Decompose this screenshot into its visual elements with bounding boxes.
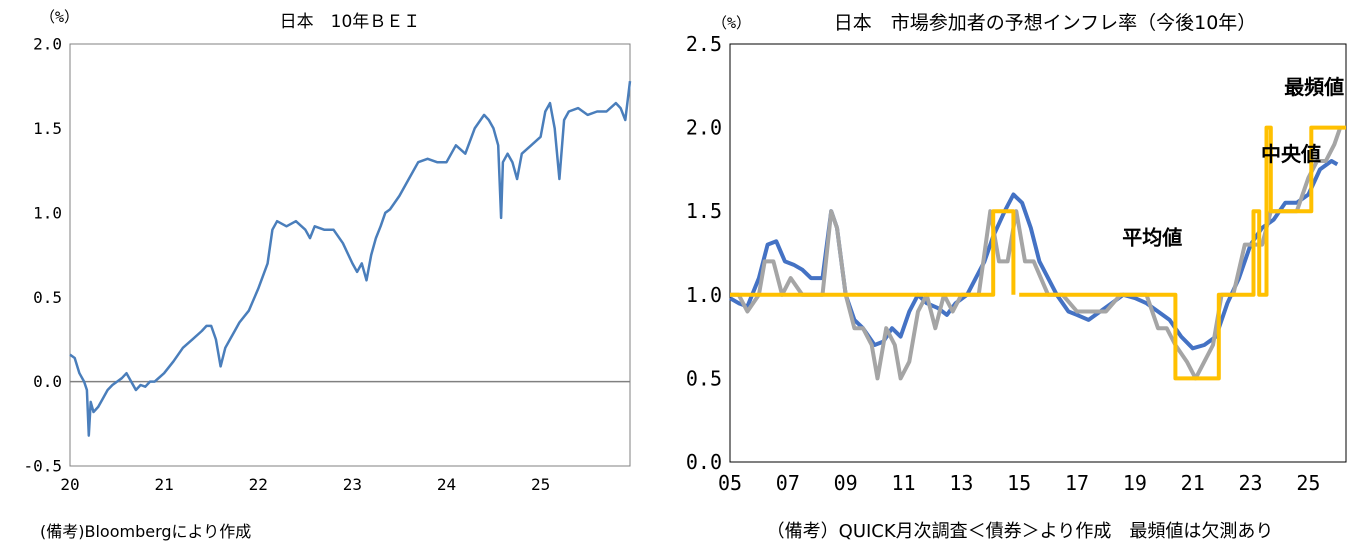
- right-x-tick-label: 13: [949, 471, 973, 495]
- right-series-line-3: [1019, 125, 1346, 381]
- left-y-tick-label: -0.5: [23, 457, 62, 476]
- left-y-tick-label: 2.0: [33, 35, 62, 54]
- left-y-tick-label: 0.5: [33, 288, 62, 307]
- right-x-tick-label: 21: [1181, 471, 1205, 495]
- left-x-axis: 20 21 22 23 24 25: [60, 475, 550, 494]
- left-y-axis: -0.5 0.0 0.5 1.0 1.5 2.0: [23, 35, 62, 476]
- right-chart-inflation-expectations: 日本 市場参加者の予想インフレ率（今後10年） （%） 0.0 0.5 1.0 1.5…: [686, 12, 1347, 542]
- right-chart-title: 日本 市場参加者の予想インフレ率（今後10年）: [834, 12, 1257, 34]
- right-unit-label: （%）: [712, 14, 751, 32]
- left-chart-bei: 日本 10年ＢＥＩ （%） -0.5 0.0 0.5 1.0 1.5 2.0 20 21 22…: [23, 8, 632, 541]
- right-y-tick-label: 1.0: [686, 283, 722, 307]
- left-y-tick-label: 1.0: [33, 203, 62, 222]
- right-x-tick-label: 15: [1007, 471, 1031, 495]
- right-x-tick-label: 17: [1065, 471, 1089, 495]
- left-chart-title: 日本 10年ＢＥＩ: [280, 12, 421, 32]
- left-unit-label: （%）: [40, 8, 79, 26]
- right-y-axis: 0.0 0.5 1.0 1.5 2.0 2.5: [686, 32, 722, 474]
- right-annotation: 平均値: [1122, 226, 1182, 250]
- left-series-group: [69, 80, 632, 437]
- left-x-tick-label: 20: [60, 475, 79, 494]
- left-y-tick-label: 0.0: [33, 372, 62, 391]
- right-y-tick-label: 2.5: [686, 32, 722, 56]
- right-x-tick-label: 25: [1296, 471, 1320, 495]
- right-annotation: 最頻値: [1284, 75, 1344, 99]
- right-x-tick-label: 09: [834, 471, 858, 495]
- left-plot-border: [69, 43, 631, 467]
- right-series-group: [728, 125, 1346, 381]
- right-annotation: 中央値: [1261, 142, 1321, 166]
- right-x-tick-label: 07: [776, 471, 800, 495]
- left-series-line-1: [69, 80, 632, 437]
- left-x-tick-label: 21: [154, 475, 173, 494]
- right-x-axis: 05 07 09 11 13 15 17 19 21 23 25: [718, 471, 1320, 495]
- right-x-tick-label: 11: [891, 471, 915, 495]
- right-y-tick-label: 1.5: [686, 199, 722, 223]
- right-x-tick-label: 05: [718, 471, 742, 495]
- right-y-tick-label: 0.0: [686, 450, 722, 474]
- left-note: (備考)Bloombergにより作成: [40, 522, 251, 541]
- right-series-line-1: [728, 159, 1339, 351]
- right-y-tick-label: 2.0: [686, 116, 722, 140]
- right-note: （備考）QUICK月次調査＜債券＞より作成 最頻値は欠測あり: [767, 521, 1274, 542]
- right-x-tick-label: 23: [1239, 471, 1263, 495]
- right-x-tick-label: 19: [1123, 471, 1147, 495]
- left-x-tick-label: 24: [437, 475, 456, 494]
- left-y-tick-label: 1.5: [33, 119, 62, 138]
- right-series-line-2: [730, 126, 1343, 381]
- left-x-tick-label: 23: [343, 475, 362, 494]
- left-x-tick-label: 25: [531, 475, 550, 494]
- right-series-line-3: [730, 209, 1016, 297]
- right-y-tick-label: 0.5: [686, 366, 722, 390]
- left-x-tick-label: 22: [249, 475, 268, 494]
- right-plot-border: [729, 43, 1347, 463]
